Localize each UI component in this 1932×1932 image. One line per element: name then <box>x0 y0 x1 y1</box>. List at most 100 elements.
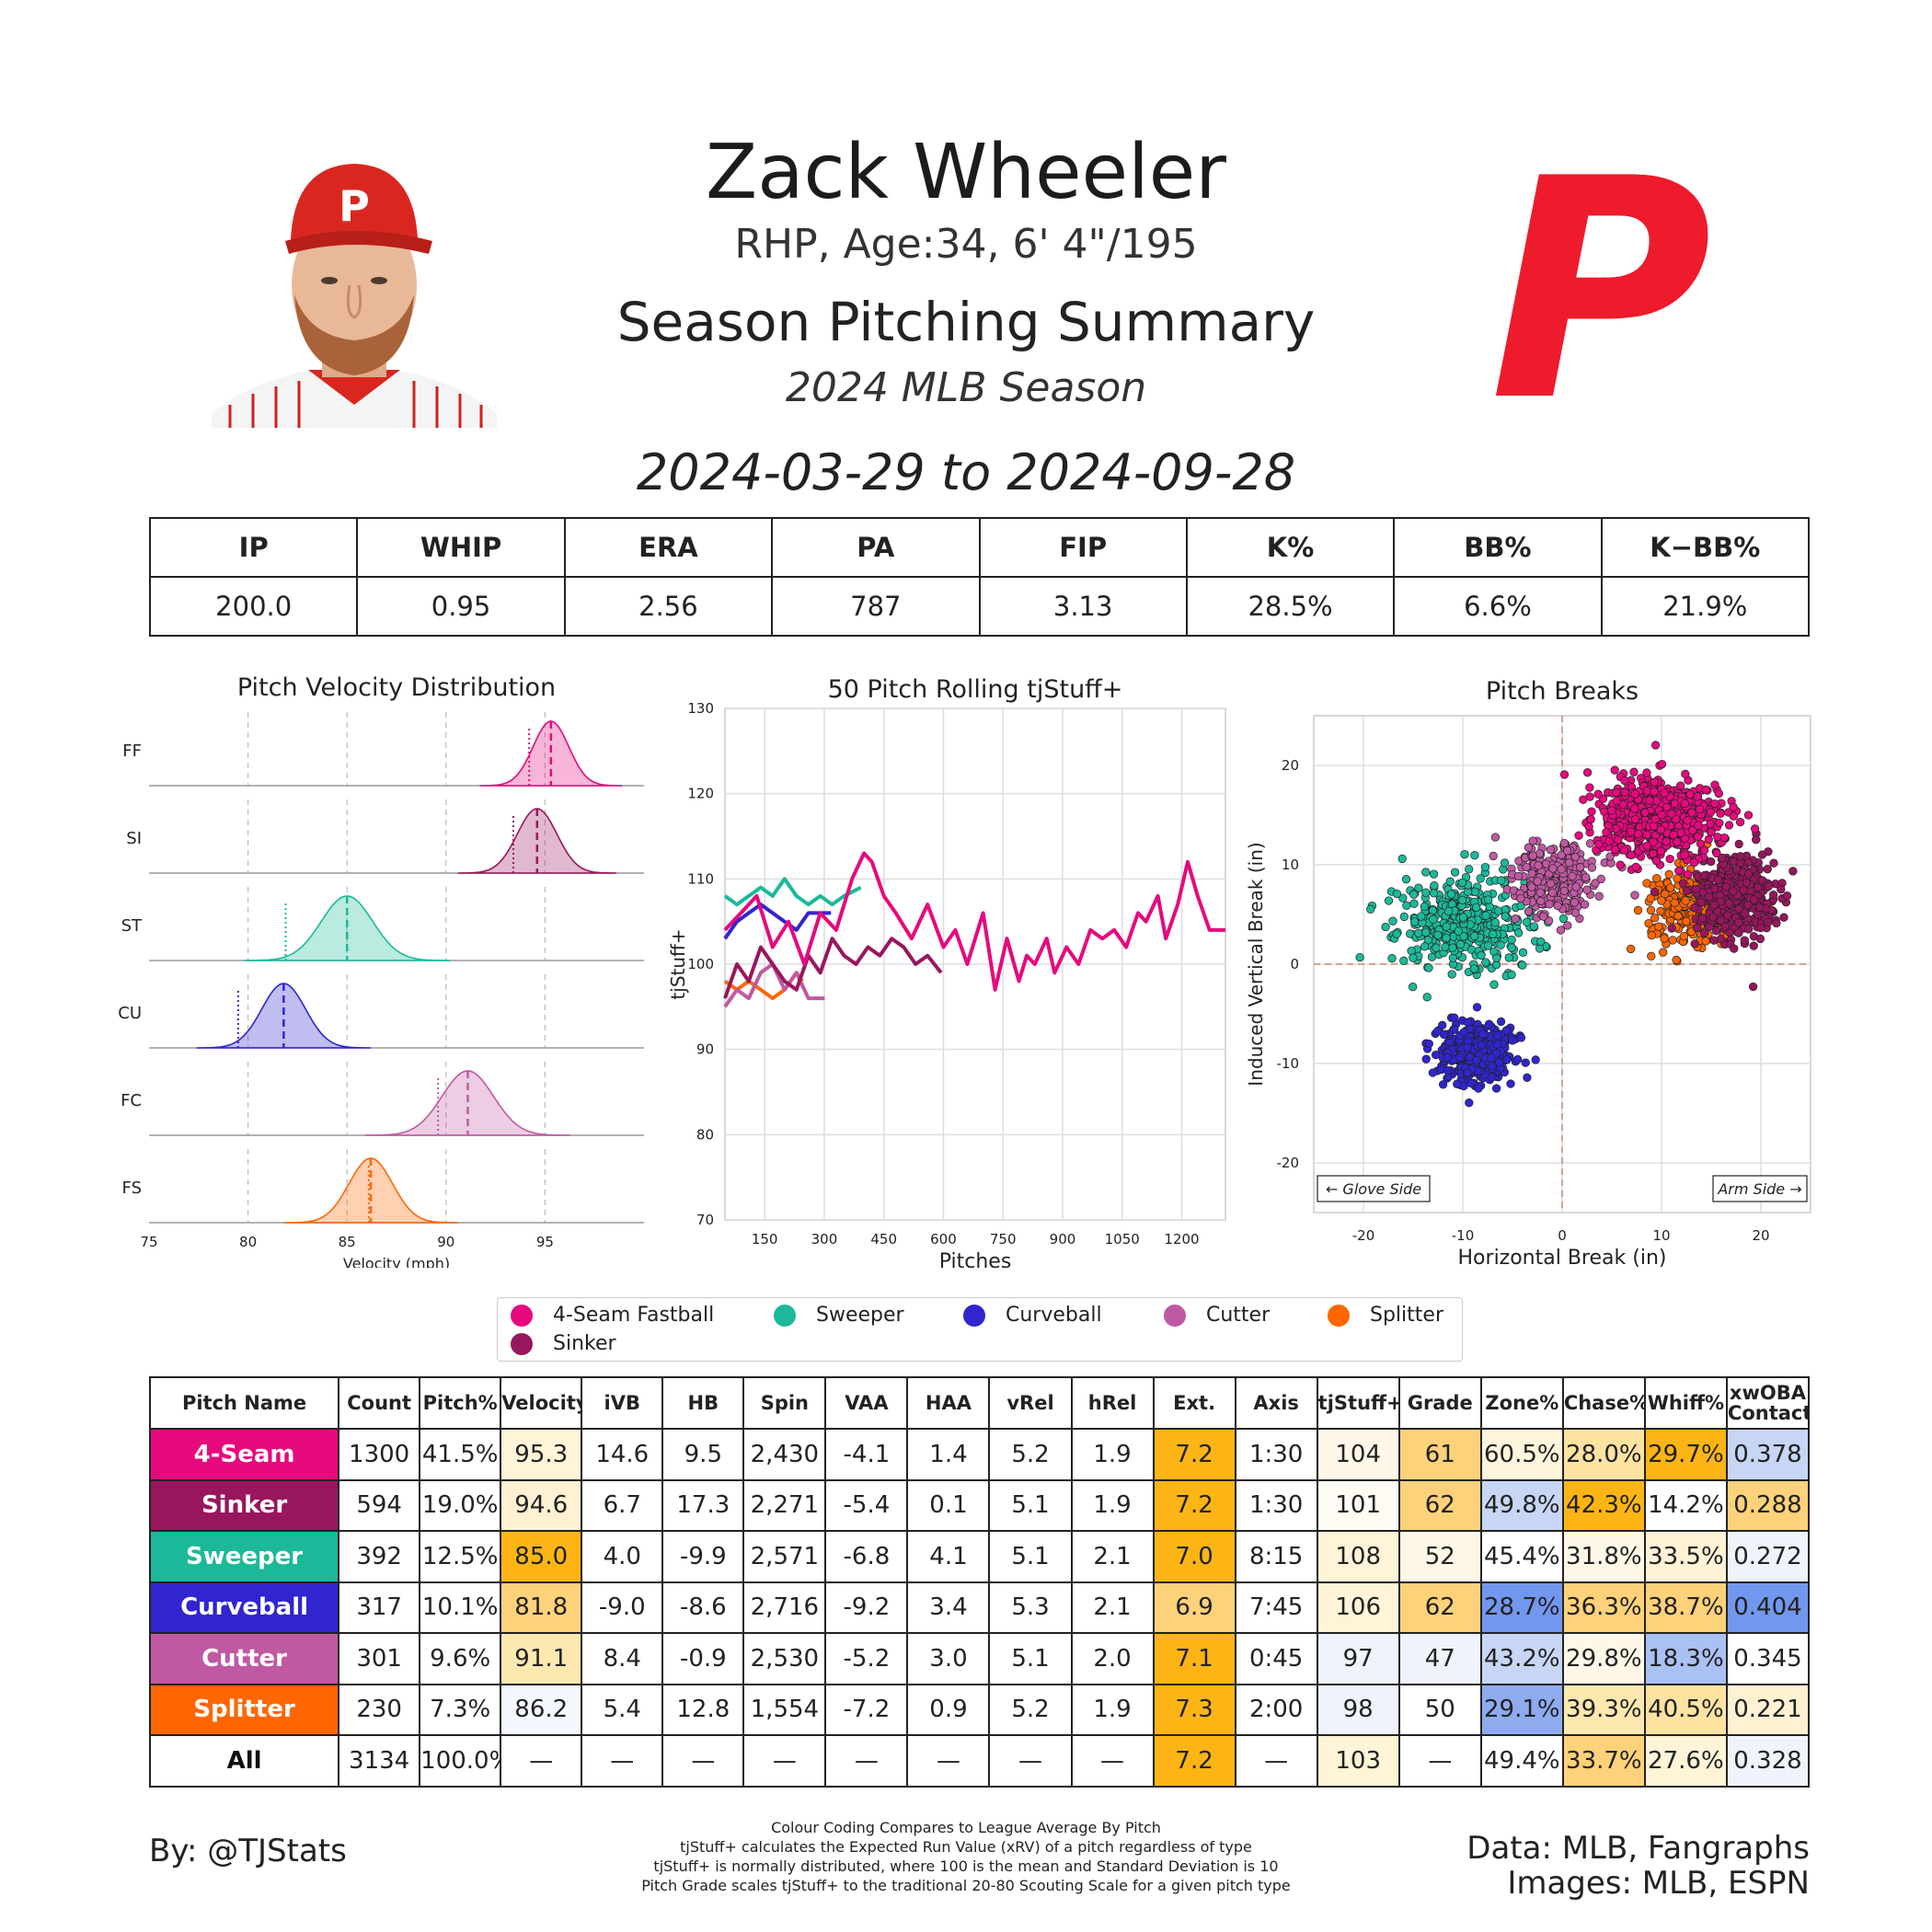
pitch-table-cell: -9.9 <box>661 1530 745 1583</box>
break-point <box>1729 887 1738 896</box>
break-point <box>1502 1055 1512 1064</box>
break-point <box>1521 1058 1530 1067</box>
pitch-table-header: Grade <box>1397 1376 1482 1430</box>
break-point <box>1716 934 1726 944</box>
break-point <box>1670 799 1680 809</box>
break-point <box>1715 818 1724 828</box>
break-point <box>1714 788 1723 799</box>
break-point <box>1487 1053 1496 1063</box>
pitch-table-cell: 41.5% <box>419 1428 502 1481</box>
break-point <box>1535 888 1545 897</box>
break-point <box>1734 904 1743 914</box>
footer-notes: Colour Coding Compares to League Average… <box>552 1818 1380 1895</box>
break-point <box>1768 891 1778 900</box>
break-point <box>1620 776 1629 786</box>
summary-stats-table: IP WHIP ERA PA FIP K% BB% K−BB% 200.0 0.95 2.56 78… <box>148 517 1811 637</box>
season-label: 2024 MLB Season <box>785 364 1147 411</box>
pitch-table-cell: 29.7% <box>1643 1428 1728 1481</box>
break-point <box>1513 871 1524 881</box>
pitch-table-cell: 42.3% <box>1561 1478 1646 1532</box>
player-info: RHP, Age:34, 6' 4"/195 <box>734 221 1198 268</box>
break-point <box>1612 788 1621 798</box>
summary-stat-header: K−BB% <box>1600 517 1811 578</box>
pitch-table-cell: 0.221 <box>1725 1683 1811 1736</box>
pitch-table-cell: 40.5% <box>1643 1683 1728 1736</box>
velocity-tick-label: 75 <box>140 1234 157 1250</box>
break-point <box>1696 898 1706 907</box>
break-point <box>1506 1079 1515 1088</box>
break-point <box>1421 868 1431 877</box>
pitch-table-cell: 392 <box>338 1530 421 1583</box>
break-point <box>1459 932 1468 941</box>
stuff-x-tick: 1200 <box>1164 1231 1199 1248</box>
break-point <box>1496 1017 1506 1027</box>
stuff-x-tick: 300 <box>811 1231 838 1248</box>
summary-stats-header-row: IP WHIP ERA PA FIP K% BB% K−BB% <box>148 517 1811 578</box>
break-point <box>1443 1053 1452 1063</box>
break-x-label: Horizontal Break (in) <box>1458 1247 1667 1268</box>
legend-label: 4-Seam Fastball <box>553 1304 715 1327</box>
break-point <box>1683 869 1693 880</box>
break-point <box>1619 845 1628 855</box>
break-point <box>1642 841 1652 850</box>
break-point <box>1585 783 1594 792</box>
break-point <box>1652 874 1662 883</box>
break-point <box>1547 888 1558 897</box>
legend-marker <box>963 1304 985 1327</box>
break-point <box>1685 789 1695 799</box>
pitch-table-header: Axis <box>1234 1376 1318 1430</box>
pitch-table-cell: -8.6 <box>661 1581 745 1634</box>
break-point <box>1630 804 1639 813</box>
break-point <box>1414 928 1423 937</box>
stuff-x-label: Pitches <box>939 1250 1012 1268</box>
pitch-table-cell: 7.2 <box>1152 1478 1236 1532</box>
break-point <box>1656 825 1665 834</box>
break-point <box>1536 896 1546 906</box>
player-name: Zack Wheeler <box>706 129 1226 216</box>
break-point <box>1594 840 1604 849</box>
break-point <box>1528 851 1537 860</box>
pitch-table-cell: 97 <box>1316 1632 1400 1685</box>
summary-stat-header: IP <box>148 517 359 578</box>
break-point <box>1681 769 1690 778</box>
pitch-table-cell: — <box>500 1734 583 1788</box>
break-point <box>1442 922 1451 931</box>
break-chart-title: Pitch Breaks <box>1486 677 1639 706</box>
table-row: Cutter 301 9.6% 91.1 8.4 -0.9 2,530 -5.2 3.0 5.1 2… <box>148 1632 1811 1685</box>
pitch-table-header: Velocity <box>500 1376 583 1430</box>
break-point <box>1428 1068 1438 1077</box>
pitch-table-cell: 7.1 <box>1152 1632 1236 1685</box>
pitch-table-cell: 2,271 <box>742 1478 827 1532</box>
stuff-y-tick: 110 <box>687 870 714 887</box>
break-point <box>1438 1020 1447 1029</box>
pitch-table-cell: 301 <box>338 1632 421 1685</box>
break-point <box>1430 881 1439 891</box>
break-point <box>1490 918 1500 927</box>
break-point <box>1455 1052 1465 1063</box>
footer-note: Colour Coding Compares to League Average… <box>771 1819 1161 1836</box>
break-point <box>1392 929 1401 938</box>
footer-note: tjStuff+ calculates the Expected Run Val… <box>680 1838 1252 1856</box>
break-point <box>1450 1013 1459 1022</box>
pitch-table-cell: 12.8 <box>661 1683 745 1736</box>
break-point <box>1716 809 1725 818</box>
break-point <box>1463 1018 1472 1027</box>
stuff-line-sinker <box>723 937 943 999</box>
break-point <box>1650 787 1659 797</box>
break-point <box>1645 796 1654 805</box>
pitch-table-cell: 9.6% <box>419 1632 502 1685</box>
break-point <box>1706 808 1716 817</box>
break-point <box>1481 958 1490 967</box>
break-point <box>1646 905 1656 915</box>
stuff-x-tick: 900 <box>1050 1231 1076 1248</box>
break-point <box>1450 868 1460 877</box>
break-point <box>1742 878 1751 888</box>
break-point <box>1576 863 1585 872</box>
break-point <box>1570 898 1580 907</box>
break-point <box>1724 899 1733 908</box>
pitch-table-cell: 0.288 <box>1725 1478 1811 1532</box>
break-point <box>1734 928 1743 937</box>
pitch-table-cell: 317 <box>338 1581 421 1634</box>
break-point <box>1729 811 1739 821</box>
pitch-table-cell: -9.2 <box>824 1581 909 1634</box>
